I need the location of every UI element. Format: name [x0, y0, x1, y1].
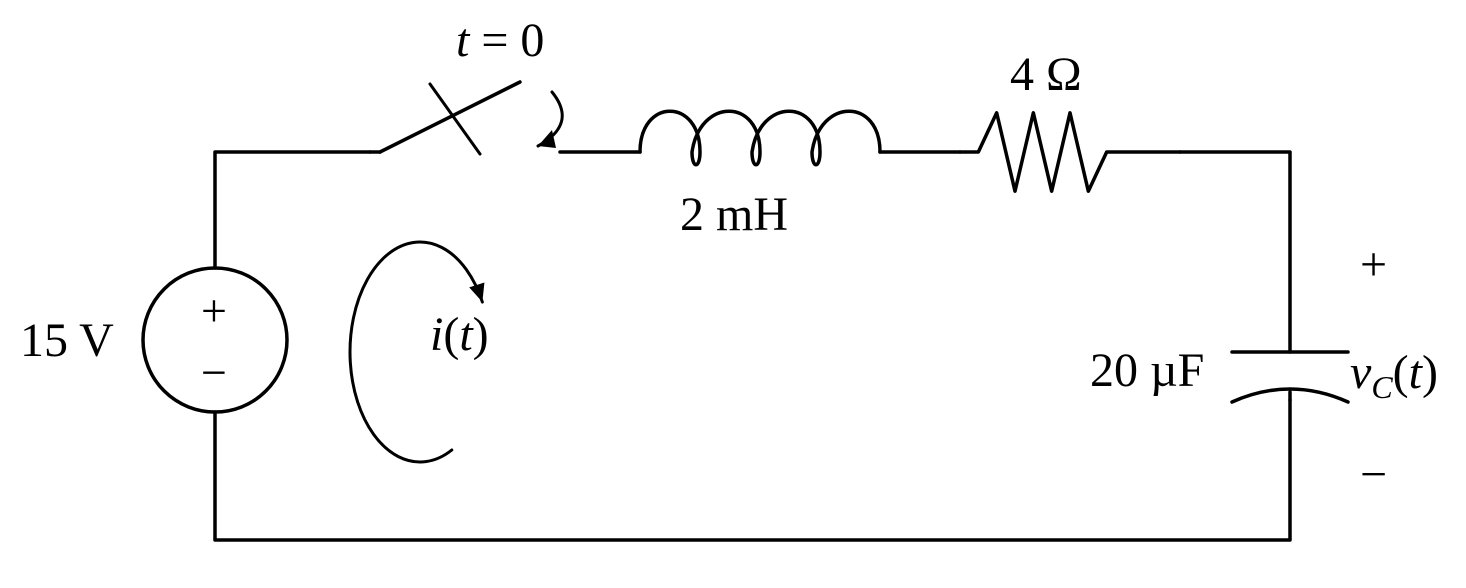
inductor-value-label: 2 mH [680, 188, 788, 241]
resistor [960, 113, 1180, 191]
svg-text:−: − [201, 347, 227, 398]
resistor-value-label: 4 Ω [1010, 48, 1082, 101]
svg-text:+: + [201, 285, 227, 336]
svg-text:+: + [1360, 238, 1387, 291]
capacitor-value-label: 20 µF [1090, 344, 1204, 397]
source-voltage-label: 15 V [20, 314, 114, 367]
switch-time-label: t = 0 [456, 14, 544, 67]
inductor [640, 111, 880, 165]
svg-text:−: − [1360, 448, 1387, 501]
loop-current-label: i(t) [430, 308, 489, 361]
capacitor-voltage-label: vC(t) [1350, 346, 1438, 405]
